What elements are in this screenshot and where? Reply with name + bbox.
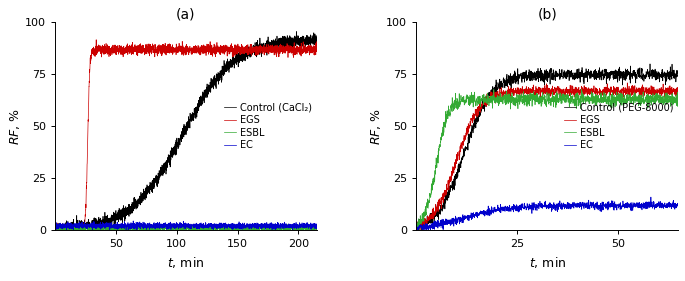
Control (PEG-8000) [561, 75, 569, 79]
EC [197, 221, 205, 225]
Control (CaCl₂) [285, 46, 293, 50]
EC [561, 203, 569, 206]
EC [426, 229, 434, 232]
Line: EGS: EGS [55, 40, 316, 230]
EC [432, 220, 440, 224]
Control (PEG-8000) [432, 210, 440, 213]
ESBL [312, 227, 321, 230]
Control (PEG-8000) [534, 77, 542, 80]
EC [674, 203, 682, 206]
EC [647, 195, 655, 199]
ESBL [249, 222, 257, 226]
EGS [275, 55, 283, 58]
EGS [623, 81, 632, 85]
ESBL [432, 162, 440, 165]
EGS [56, 224, 64, 227]
ESBL [529, 98, 537, 101]
Control (PEG-8000) [523, 78, 532, 81]
EC [275, 225, 283, 228]
EC [264, 225, 273, 229]
EC [51, 222, 59, 225]
ESBL [412, 229, 421, 232]
Control (CaCl₂) [275, 46, 283, 49]
EGS [674, 92, 682, 96]
ESBL [275, 231, 283, 234]
X-axis label: $t$, min: $t$, min [529, 255, 566, 270]
Legend: Control (CaCl₂), EGS, ESBL, EC: Control (CaCl₂), EGS, ESBL, EC [224, 103, 312, 150]
Control (CaCl₂) [292, 30, 301, 33]
EGS [561, 87, 569, 90]
ESBL [264, 229, 273, 232]
ESBL [152, 227, 160, 231]
ESBL [56, 226, 64, 230]
ESBL [275, 227, 283, 231]
ESBL [51, 227, 59, 230]
EC [56, 221, 64, 225]
ESBL [674, 96, 682, 99]
EGS [412, 223, 421, 227]
Legend: Control (PEG-8000), EGS, ESBL, EC: Control (PEG-8000), EGS, ESBL, EC [564, 103, 673, 150]
EC [312, 223, 321, 226]
EGS [153, 48, 161, 51]
ESBL [285, 226, 293, 229]
ESBL [523, 102, 532, 106]
EGS [51, 227, 59, 231]
EGS [264, 49, 273, 52]
X-axis label: $t$, min: $t$, min [167, 255, 204, 270]
EC [443, 219, 451, 222]
Title: (a): (a) [176, 7, 195, 21]
Control (PEG-8000) [418, 228, 426, 232]
Control (PEG-8000) [412, 227, 421, 230]
Line: EGS: EGS [416, 83, 678, 230]
Control (PEG-8000) [646, 62, 654, 66]
EC [412, 224, 421, 227]
Line: EC: EC [55, 221, 316, 232]
EC [288, 230, 297, 233]
EGS [312, 50, 321, 53]
Control (CaCl₂) [197, 99, 205, 103]
Control (CaCl₂) [56, 229, 64, 232]
Line: Control (CaCl₂): Control (CaCl₂) [55, 31, 316, 230]
Line: EC: EC [416, 197, 678, 230]
Y-axis label: $RF$, %: $RF$, % [369, 108, 384, 145]
EC [152, 224, 160, 228]
EGS [443, 188, 451, 192]
EGS [432, 205, 440, 209]
Line: ESBL: ESBL [55, 224, 316, 232]
EC [534, 206, 542, 209]
Control (CaCl₂) [51, 226, 59, 229]
Control (CaCl₂) [264, 43, 273, 46]
EC [129, 219, 137, 223]
Control (CaCl₂) [152, 178, 160, 182]
EC [529, 203, 537, 207]
Control (PEG-8000) [443, 190, 451, 194]
EC [285, 222, 293, 226]
Control (PEG-8000) [674, 74, 682, 78]
ESBL [443, 117, 451, 120]
ESBL [534, 97, 542, 100]
ESBL [197, 228, 205, 231]
Control (PEG-8000) [529, 74, 537, 77]
EGS [529, 90, 537, 93]
Line: Control (PEG-8000): Control (PEG-8000) [416, 64, 678, 230]
Control (CaCl₂) [312, 37, 321, 41]
Title: (b): (b) [537, 7, 557, 21]
EGS [51, 229, 59, 232]
EGS [92, 38, 100, 41]
ESBL [561, 98, 569, 101]
ESBL [577, 87, 586, 91]
ESBL [412, 225, 421, 228]
EGS [416, 229, 424, 232]
EGS [523, 90, 532, 93]
EGS [534, 88, 542, 92]
Control (CaCl₂) [51, 229, 60, 232]
Y-axis label: $RF$, %: $RF$, % [8, 108, 22, 145]
EGS [285, 47, 293, 50]
Line: ESBL: ESBL [416, 89, 678, 230]
EGS [197, 44, 205, 48]
EC [523, 204, 532, 207]
